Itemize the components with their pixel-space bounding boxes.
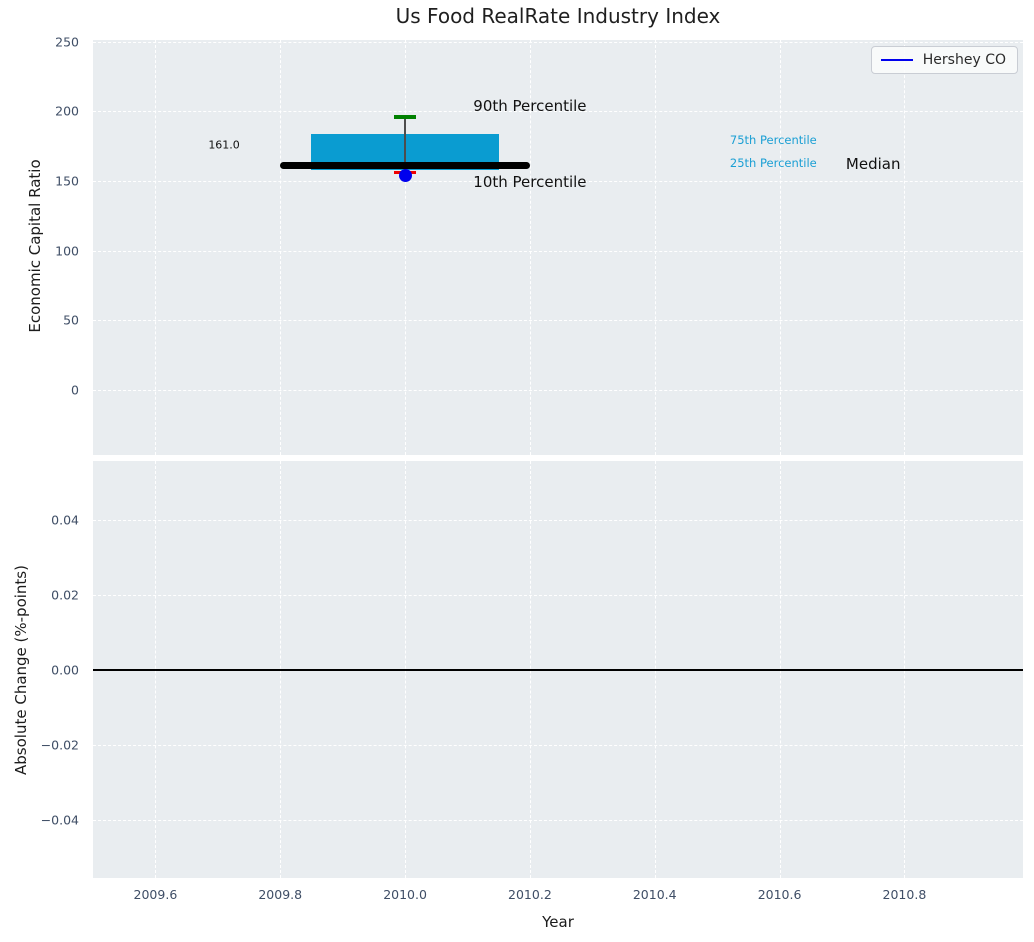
annotation-161-0: 161.0 <box>208 138 240 152</box>
y-tick-label: −0.04 <box>40 812 79 828</box>
x-tick-label: 2009.8 <box>258 887 303 902</box>
zero-line <box>93 668 1023 671</box>
gridline-y <box>93 250 1023 252</box>
gridline-x <box>155 40 157 455</box>
gridline-y <box>93 594 1023 596</box>
y-axis-label-bottom: Absolute Change (%-points) <box>12 565 30 775</box>
x-tick-label: 2010.8 <box>882 887 927 902</box>
gridline-y <box>93 744 1023 746</box>
annotation-10th-percentile: 10th Percentile <box>473 173 587 192</box>
gridline-y <box>93 41 1023 43</box>
gridline-y <box>93 519 1023 521</box>
chart-title: Us Food RealRate Industry Index <box>395 4 721 28</box>
median-line <box>280 162 530 170</box>
gridline-x <box>529 40 531 455</box>
gridline-y <box>93 320 1023 322</box>
y-tick-label: 100 <box>55 243 79 259</box>
y-tick-label: 0.00 <box>51 662 79 678</box>
gridline-x <box>654 40 656 455</box>
y-tick-label: 0.02 <box>51 587 79 603</box>
annotation-75th-percentile: 75th Percentile <box>729 133 817 148</box>
company-point <box>398 168 412 182</box>
legend: Hershey CO <box>870 46 1018 74</box>
x-tick-label: 2010.0 <box>383 887 427 902</box>
gridline-y <box>93 180 1023 182</box>
gridline-x <box>280 40 282 455</box>
gridline-x <box>904 40 906 455</box>
legend-label: Hershey CO <box>922 52 1006 68</box>
gridline-y <box>93 111 1023 113</box>
gridline-y <box>93 389 1023 391</box>
y-tick-label: 50 <box>63 312 79 328</box>
whisker-line <box>404 116 406 173</box>
annotation-90th-percentile: 90th Percentile <box>473 96 587 115</box>
y-axis-label-top: Economic Capital Ratio <box>26 159 44 333</box>
x-tick-label: 2010.4 <box>632 887 677 902</box>
p90-cap <box>393 114 417 119</box>
y-tick-label: −0.02 <box>40 737 79 753</box>
x-axis-label: Year <box>542 913 574 931</box>
annotation-25th-percentile: 25th Percentile <box>729 156 817 170</box>
gridline-y <box>93 819 1023 821</box>
y-tick-label: 0.04 <box>51 512 79 528</box>
x-tick-label: 2010.6 <box>757 887 802 902</box>
y-tick-label: 200 <box>55 103 79 119</box>
gridline-x <box>779 40 781 455</box>
y-tick-label: 250 <box>55 34 79 50</box>
y-tick-label: 0 <box>71 382 79 398</box>
plot-area-bottom: 0.04 0.02 0.00 −0.02 −0.04 2009.6 2009.8 2010.0… <box>41 461 1023 902</box>
plot-area-top: Hershey CO 0 50 100 150 200 250 161.0 90th Perc… <box>55 34 1023 455</box>
x-tick-label: 2010.2 <box>508 887 552 902</box>
y-tick-label: 150 <box>55 173 79 189</box>
annotation-median: Median <box>845 154 901 173</box>
gridline-x <box>405 40 407 455</box>
legend-line-icon <box>880 59 913 61</box>
x-tick-label: 2009.6 <box>133 887 178 902</box>
